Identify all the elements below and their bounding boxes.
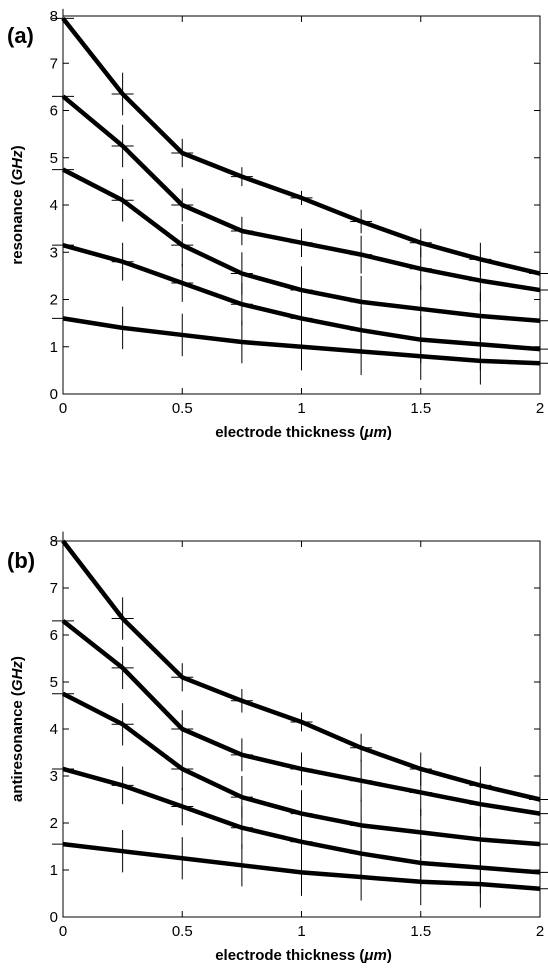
x-tick-label: 0.5 [172, 923, 193, 940]
x-axis-label: electrode thickness (μm) [215, 424, 392, 441]
y-axis-label: resonance (GHz) [9, 145, 26, 264]
y-tick-label: 7 [50, 580, 58, 597]
x-tick-label: 0 [59, 923, 67, 940]
y-tick-label: 3 [50, 244, 58, 261]
x-axis-label: electrode thickness (μm) [215, 947, 392, 964]
x-tick-label: 1.5 [410, 923, 431, 940]
y-tick-label: 2 [50, 815, 58, 832]
y-tick-label: 8 [50, 8, 58, 25]
y-tick-label: 6 [50, 627, 58, 644]
y-tick-label: 4 [50, 721, 58, 738]
x-tick-label: 1 [297, 400, 305, 417]
y-tick-label: 0 [50, 386, 58, 403]
y-tick-label: 1 [50, 862, 58, 879]
x-tick-label: 1 [297, 923, 305, 940]
y-tick-label: 0 [50, 909, 58, 926]
x-tick-label: 0 [59, 400, 67, 417]
y-tick-label: 2 [50, 292, 58, 309]
y-tick-label: 6 [50, 103, 58, 120]
x-tick-label: 0.5 [172, 400, 193, 417]
panel-label: (a) [7, 23, 34, 48]
y-tick-label: 1 [50, 339, 58, 356]
y-tick-label: 5 [50, 674, 58, 691]
y-tick-label: 3 [50, 768, 58, 785]
y-axis-label: antiresonance (GHz) [9, 656, 26, 802]
y-tick-label: 5 [50, 150, 58, 167]
y-tick-label: 7 [50, 55, 58, 72]
x-tick-label: 2 [536, 923, 544, 940]
x-tick-label: 1.5 [410, 400, 431, 417]
x-tick-label: 2 [536, 400, 544, 417]
chart-panel-1: 0 0.5 1 1.5 2 0 1 2 3 4 5 6 7 8 (a) electrode thickness… [7, 8, 548, 441]
panel-label: (b) [7, 548, 35, 573]
y-tick-label: 4 [50, 197, 58, 214]
